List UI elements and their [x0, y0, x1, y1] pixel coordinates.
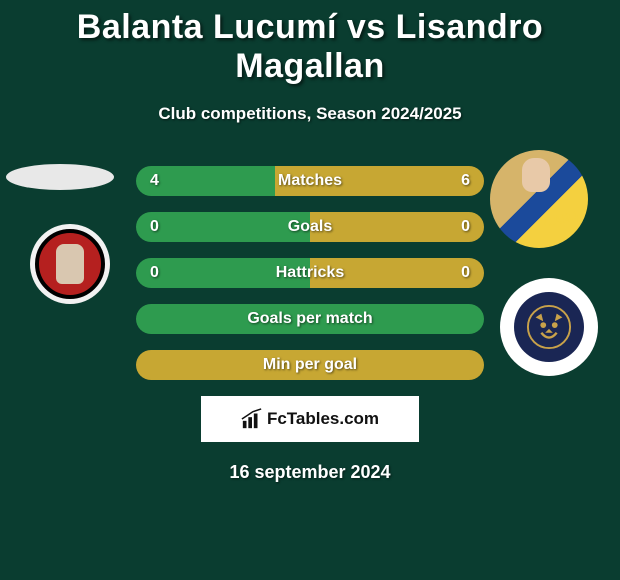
fctables-logo: FcTables.com: [201, 396, 419, 442]
bar-chart-icon: [241, 408, 263, 430]
logo-text: FcTables.com: [267, 409, 379, 429]
stat-value-right: 6: [461, 166, 470, 196]
date-text: 16 september 2024: [0, 462, 620, 483]
stat-value-left: 4: [150, 166, 159, 196]
stat-row: Matches4 6: [136, 166, 484, 196]
stat-value-right: 0: [461, 212, 470, 242]
stat-label: Goals per match: [136, 304, 484, 334]
club-pumas-icon: [514, 292, 584, 362]
stat-value-left: 0: [150, 258, 159, 288]
club-left-badge: [30, 224, 110, 304]
puma-face-icon: [526, 304, 572, 350]
subtitle: Club competitions, Season 2024/2025: [0, 104, 620, 124]
club-right-badge: [500, 278, 598, 376]
stat-label: Goals: [136, 212, 484, 242]
player-left-avatar: [6, 164, 114, 190]
stat-row: Hattricks0 0: [136, 258, 484, 288]
page-title: Balanta Lucumí vs Lisandro Magallan: [0, 0, 620, 86]
stat-value-left: 0: [150, 212, 159, 242]
stat-value-right: 0: [461, 258, 470, 288]
club-tijuana-icon: [35, 229, 105, 299]
stat-label: Hattricks: [136, 258, 484, 288]
comparison-panel: CABJ Matches46Goals00Hattricks00Goals pe…: [0, 166, 620, 380]
stat-row: Min per goal: [136, 350, 484, 380]
stat-row: Goals0 0: [136, 212, 484, 242]
stat-label: Min per goal: [136, 350, 484, 380]
stat-label: Matches: [136, 166, 484, 196]
stat-row: Goals per match: [136, 304, 484, 334]
cabj-text: CABJ: [542, 208, 581, 229]
player-right-avatar: CABJ: [490, 150, 588, 248]
stat-bars: Matches46Goals00Hattricks00Goals per mat…: [136, 166, 484, 380]
